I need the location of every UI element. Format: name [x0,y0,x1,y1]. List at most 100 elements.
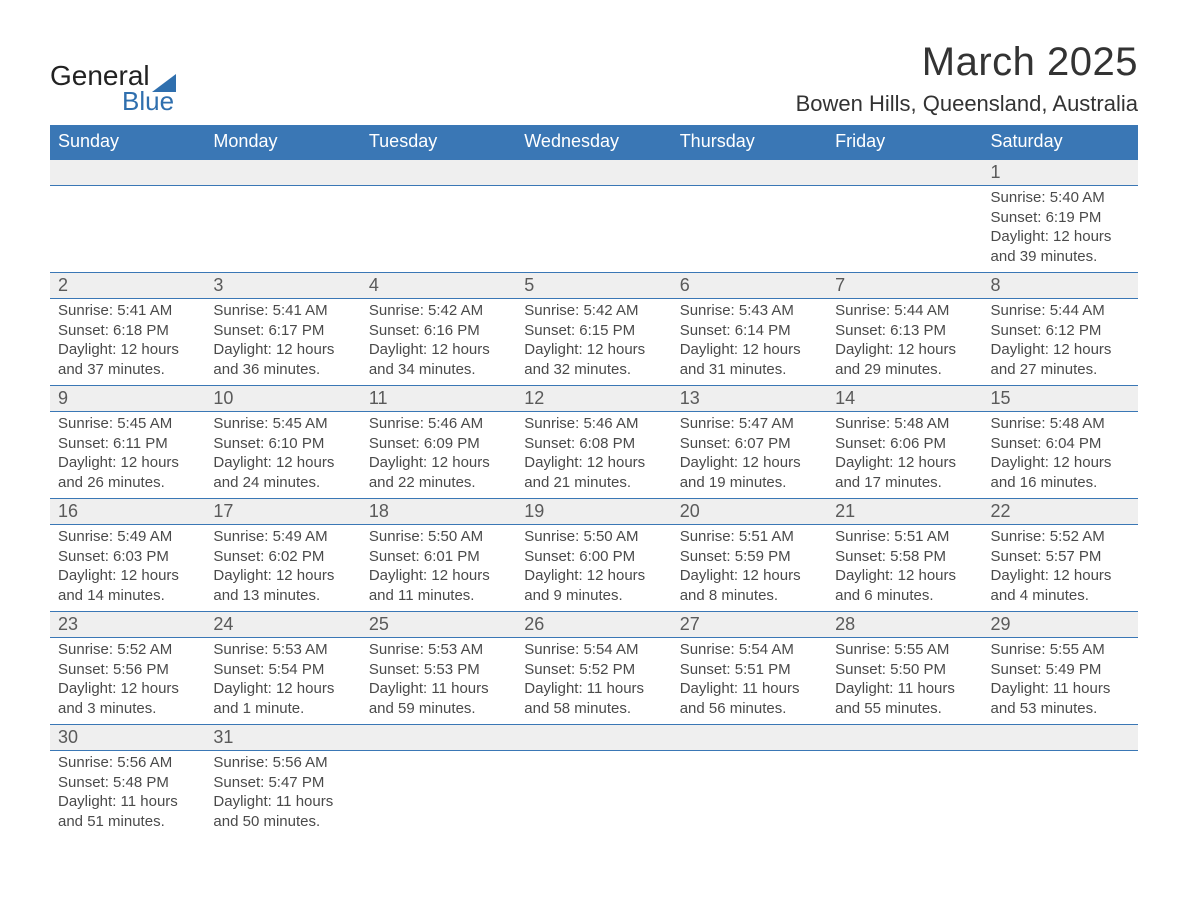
day-number-cell: 25 [361,612,516,638]
day-detail-cell: Sunrise: 5:55 AMSunset: 5:49 PMDaylight:… [983,638,1138,725]
sunrise-text: Sunrise: 5:49 AM [213,527,352,547]
empty-day [369,188,508,264]
day-detail-cell: Sunrise: 5:51 AMSunset: 5:59 PMDaylight:… [672,525,827,612]
logo: General Blue [50,60,176,117]
daylight1-text: Daylight: 12 hours [213,566,352,586]
daylight2-text: and 56 minutes. [680,699,819,719]
sunrise-text: Sunrise: 5:55 AM [991,640,1130,660]
sunset-text: Sunset: 6:14 PM [680,321,819,341]
daylight2-text: and 36 minutes. [213,360,352,380]
day-number-cell [827,159,982,186]
sunset-text: Sunset: 5:50 PM [835,660,974,680]
daylight1-text: Daylight: 12 hours [835,453,974,473]
col-thursday: Thursday [672,125,827,159]
day-number-cell: 1 [983,159,1138,186]
sunrise-text: Sunrise: 5:53 AM [213,640,352,660]
day-number-cell [361,725,516,751]
empty-day [524,753,663,829]
day-number-cell: 29 [983,612,1138,638]
day-detail-cell: Sunrise: 5:46 AMSunset: 6:09 PMDaylight:… [361,412,516,499]
day-number-cell: 14 [827,386,982,412]
sunset-text: Sunset: 5:53 PM [369,660,508,680]
day-detail-cell [672,186,827,273]
sunset-text: Sunset: 6:15 PM [524,321,663,341]
daylight1-text: Daylight: 12 hours [58,340,197,360]
day-number: 5 [524,275,534,295]
sunset-text: Sunset: 5:48 PM [58,773,197,793]
detail-row: Sunrise: 5:40 AMSunset: 6:19 PMDaylight:… [50,186,1138,273]
calendar-body: 1Sunrise: 5:40 AMSunset: 6:19 PMDaylight… [50,159,1138,837]
sunrise-text: Sunrise: 5:50 AM [369,527,508,547]
empty-day [524,188,663,264]
day-number: 13 [680,388,700,408]
sunset-text: Sunset: 5:59 PM [680,547,819,567]
day-number: 22 [991,501,1011,521]
sunrise-text: Sunrise: 5:52 AM [991,527,1130,547]
sunrise-text: Sunrise: 5:51 AM [680,527,819,547]
day-detail-cell [983,751,1138,838]
day-detail-cell [205,186,360,273]
daylight1-text: Daylight: 12 hours [213,679,352,699]
day-detail-cell: Sunrise: 5:56 AMSunset: 5:47 PMDaylight:… [205,751,360,838]
detail-row: Sunrise: 5:52 AMSunset: 5:56 PMDaylight:… [50,638,1138,725]
day-detail-cell [361,186,516,273]
daylight2-text: and 6 minutes. [835,586,974,606]
daylight2-text: and 9 minutes. [524,586,663,606]
day-number-cell: 18 [361,499,516,525]
day-number-cell: 13 [672,386,827,412]
daylight2-text: and 4 minutes. [991,586,1130,606]
sunrise-text: Sunrise: 5:54 AM [524,640,663,660]
day-number: 24 [213,614,233,634]
daynum-row: 1 [50,159,1138,186]
daylight2-text: and 50 minutes. [213,812,352,832]
daylight2-text: and 55 minutes. [835,699,974,719]
day-number: 2 [58,275,68,295]
daylight1-text: Daylight: 12 hours [991,340,1130,360]
weekday-header-row: Sunday Monday Tuesday Wednesday Thursday… [50,125,1138,159]
daylight2-text: and 39 minutes. [991,247,1130,267]
empty-day [213,188,352,264]
sunset-text: Sunset: 6:10 PM [213,434,352,454]
sunrise-text: Sunrise: 5:56 AM [58,753,197,773]
col-tuesday: Tuesday [361,125,516,159]
daynum-row: 9101112131415 [50,386,1138,412]
day-number-cell: 21 [827,499,982,525]
daylight1-text: Daylight: 11 hours [991,679,1130,699]
daylight1-text: Daylight: 12 hours [524,453,663,473]
daylight1-text: Daylight: 12 hours [680,453,819,473]
day-number-cell: 7 [827,273,982,299]
day-number: 28 [835,614,855,634]
daylight1-text: Daylight: 12 hours [58,566,197,586]
daylight2-text: and 27 minutes. [991,360,1130,380]
day-detail-cell: Sunrise: 5:45 AMSunset: 6:10 PMDaylight:… [205,412,360,499]
day-number-cell [361,159,516,186]
day-number: 15 [991,388,1011,408]
daylight2-text: and 53 minutes. [991,699,1130,719]
sunrise-text: Sunrise: 5:47 AM [680,414,819,434]
location-subtitle: Bowen Hills, Queensland, Australia [796,91,1138,117]
day-number: 31 [213,727,233,747]
sunset-text: Sunset: 6:09 PM [369,434,508,454]
empty-day [680,753,819,829]
day-detail-cell: Sunrise: 5:53 AMSunset: 5:53 PMDaylight:… [361,638,516,725]
day-detail-cell: Sunrise: 5:54 AMSunset: 5:52 PMDaylight:… [516,638,671,725]
sunrise-text: Sunrise: 5:42 AM [524,301,663,321]
daylight1-text: Daylight: 11 hours [680,679,819,699]
day-number-cell [50,159,205,186]
day-number: 25 [369,614,389,634]
day-number-cell: 2 [50,273,205,299]
daylight1-text: Daylight: 12 hours [369,340,508,360]
sunset-text: Sunset: 6:08 PM [524,434,663,454]
sunset-text: Sunset: 5:51 PM [680,660,819,680]
sunrise-text: Sunrise: 5:41 AM [58,301,197,321]
day-detail-cell [50,186,205,273]
day-detail-cell: Sunrise: 5:49 AMSunset: 6:03 PMDaylight:… [50,525,205,612]
sunrise-text: Sunrise: 5:45 AM [58,414,197,434]
day-number-cell: 27 [672,612,827,638]
day-number: 6 [680,275,690,295]
day-number-cell: 22 [983,499,1138,525]
daylight1-text: Daylight: 12 hours [524,340,663,360]
daylight2-text: and 51 minutes. [58,812,197,832]
day-number: 4 [369,275,379,295]
day-detail-cell: Sunrise: 5:42 AMSunset: 6:15 PMDaylight:… [516,299,671,386]
